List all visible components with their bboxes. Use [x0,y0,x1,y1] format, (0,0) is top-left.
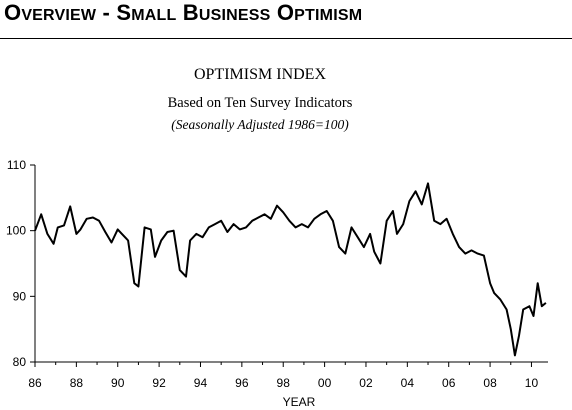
chart-axes: 80 90 100 110 86 88 90 92 94 96 98 00 02 04 06 08 10 [6,158,548,390]
series-line-0 [34,182,547,357]
x-axis-label: YEAR [283,395,316,409]
x-tick-label: 10 [525,376,539,390]
header-divider [0,38,572,39]
y-tick-label: 90 [13,289,27,303]
header-title-part: O [270,0,295,25]
x-tick-label: 92 [152,376,166,390]
x-tick-label: 06 [442,376,456,390]
header-title-part: USINESS [198,7,271,24]
header-title-part: S [116,0,132,25]
x-tick-label: 90 [111,376,125,390]
y-tick-label: 80 [13,355,27,369]
x-tick-label: 86 [28,376,42,390]
chart-series [34,182,547,357]
header-title-part: B [176,0,199,25]
x-tick-label: 98 [277,376,291,390]
y-tick-label: 110 [7,158,26,172]
header-title-part: O [4,0,22,25]
x-tick-label: 04 [401,376,415,390]
x-tick-label: 88 [70,376,84,390]
y-tick-label: 100 [6,224,26,238]
chart-subtitle: Based on Ten Survey Indicators [167,95,353,111]
header-title-part: MALL [131,7,177,24]
chart-note: (Seasonally Adjusted 1986=100) [171,117,349,132]
header-title-part: - [96,0,117,25]
header-title-part: PTIMISM [294,7,363,24]
x-tick-label: 96 [235,376,249,390]
page-header-title: OVERVIEW - SMALL BUSINESS OPTIMISM [4,0,362,26]
x-tick-label: 02 [359,376,373,390]
chart-title: OPTIMISM INDEX [194,66,326,83]
header-title-part: VERVIEW [21,7,97,24]
x-tick-label: 08 [483,376,497,390]
x-tick-label: 94 [194,376,208,390]
x-tick-label: 00 [318,376,332,390]
